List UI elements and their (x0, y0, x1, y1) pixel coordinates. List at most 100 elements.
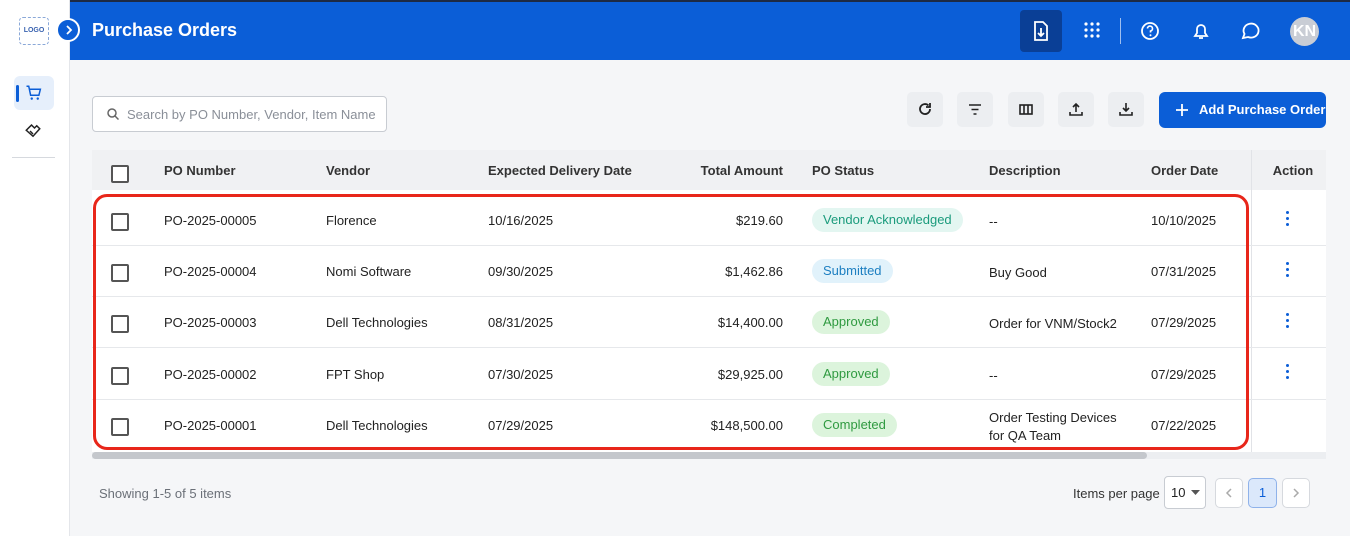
column-header: Vendor (326, 163, 371, 178)
help-icon[interactable] (1140, 21, 1160, 41)
avatar[interactable]: KN (1290, 17, 1319, 46)
filter-button[interactable] (957, 92, 993, 127)
search-placeholder: Search by PO Number, Vendor, Item Name (127, 107, 376, 122)
order-date: 07/22/2025 (1151, 417, 1217, 433)
vendor: Nomi Software (326, 264, 412, 280)
total-amount: $1,462.86 (725, 264, 783, 280)
menu-dot (1286, 364, 1289, 368)
column-header: Order Date (1151, 163, 1219, 178)
column-header: Action (1272, 163, 1314, 178)
row-checkbox[interactable] (111, 264, 129, 283)
row-checkbox[interactable] (111, 366, 129, 385)
total-amount: $14,400.00 (717, 315, 783, 331)
divider (12, 157, 55, 158)
nav-deals[interactable] (24, 122, 42, 140)
scrollbar-thumb[interactable] (92, 452, 1147, 459)
add-button-label: Add Purchase Order (1199, 102, 1326, 117)
add-purchase-order-button[interactable]: Add Purchase Order (1159, 92, 1326, 128)
table-row[interactable]: PO-2025-00005 Florence 10/16/2025 $219.60 --… (92, 195, 1326, 246)
menu-dot (1286, 210, 1289, 214)
apps-icon[interactable] (1084, 22, 1100, 38)
column-header: PO Number (164, 163, 236, 178)
plus-icon (1176, 104, 1188, 116)
dropdown-icon (1191, 490, 1200, 495)
items-per-page-select[interactable]: 10 (1164, 476, 1206, 509)
table-row[interactable]: PO-2025-00001 Dell Technologies 07/29/2025… (92, 400, 1326, 451)
row-checkbox[interactable] (111, 315, 129, 334)
items-per-page-value: 10 (1171, 485, 1186, 500)
po-number: PO-2025-00002 (164, 366, 257, 382)
sidebar-toggle[interactable] (56, 18, 80, 42)
expected-delivery: 09/30/2025 (488, 264, 554, 280)
table-header (92, 150, 1326, 190)
menu-dot (1286, 216, 1289, 220)
download-button[interactable] (1020, 10, 1062, 52)
po-number: PO-2025-00004 (164, 264, 257, 280)
total-amount: $219.60 (736, 213, 783, 228)
menu-dot (1286, 324, 1289, 328)
download-icon (1034, 21, 1048, 41)
status-badge: Approved (812, 361, 890, 386)
menu-dot (1286, 261, 1289, 265)
row-checkbox[interactable] (111, 213, 129, 231)
status-badge: Completed (812, 412, 897, 437)
row-actions-menu[interactable] (1284, 312, 1292, 330)
pagination-summary: Showing 1-5 of 5 items (99, 486, 232, 501)
total-amount: $148,500.00 (710, 417, 783, 433)
search-input[interactable]: Search by PO Number, Vendor, Item Name (92, 96, 387, 132)
description: Order Testing Devices for QA Team (989, 409, 1117, 443)
refresh-button[interactable] (907, 92, 943, 127)
description: Buy Good (989, 265, 1047, 281)
nav-orders[interactable] (14, 76, 54, 110)
export-button[interactable] (1108, 92, 1144, 127)
export-icon (1119, 103, 1133, 116)
search-icon (107, 108, 119, 120)
page-title: Purchase Orders (92, 20, 238, 40)
upload-button[interactable] (1058, 92, 1094, 127)
header: Purchase Orders KN (70, 0, 1350, 60)
column-header: Expected Delivery Date (488, 163, 632, 178)
status-badge: Vendor Acknowledged (812, 208, 963, 232)
row-actions-menu[interactable] (1284, 364, 1292, 382)
po-number: PO-2025-00003 (164, 315, 257, 331)
prev-icon (1225, 488, 1232, 498)
expected-delivery: 10/16/2025 (488, 213, 554, 228)
notifications-icon[interactable] (1191, 21, 1211, 41)
next-page-button[interactable] (1282, 478, 1310, 508)
highlight-box (93, 194, 1249, 450)
menu-dot (1286, 318, 1289, 322)
filter-icon (969, 104, 981, 115)
row-actions-menu[interactable] (1284, 210, 1292, 228)
column-header: Description (989, 163, 1061, 178)
total-amount: $29,925.00 (717, 366, 783, 382)
po-number: PO-2025-00001 (164, 417, 257, 433)
table-row[interactable]: PO-2025-00003 Dell Technologies 08/31/2025… (92, 297, 1326, 349)
order-date: 07/29/2025 (1151, 315, 1217, 331)
prev-page-button[interactable] (1215, 478, 1243, 508)
menu-dot (1286, 370, 1289, 374)
table-row[interactable]: PO-2025-00004 Nomi Software 09/30/2025 $1,4… (92, 246, 1326, 298)
chevron-icon (66, 25, 73, 35)
sidebar: LOGO (0, 0, 70, 536)
status-badge: Submitted (812, 259, 893, 284)
chat-icon[interactable] (1240, 21, 1261, 41)
column-header: PO Status (812, 163, 875, 178)
logo[interactable]: LOGO (19, 17, 49, 45)
header-divider (1120, 18, 1121, 44)
order-date: 07/31/2025 (1151, 264, 1217, 280)
row-actions-menu[interactable] (1284, 261, 1292, 279)
columns-button[interactable] (1008, 92, 1044, 127)
order-date: 10/10/2025 (1151, 213, 1217, 228)
column-header: Total Amount (700, 163, 783, 178)
columns-icon (1019, 104, 1033, 115)
header-checkbox[interactable] (111, 165, 129, 183)
current-page[interactable]: 1 (1248, 478, 1277, 508)
table-row[interactable]: PO-2025-00002 FPT Shop 07/30/2025 $29,925.0… (92, 349, 1326, 400)
vendor: Dell Technologies (326, 417, 428, 433)
row-checkbox[interactable] (111, 417, 129, 436)
items-per-page-label: Items per page (1073, 486, 1160, 501)
next-icon (1293, 488, 1300, 498)
menu-dot (1286, 273, 1289, 277)
